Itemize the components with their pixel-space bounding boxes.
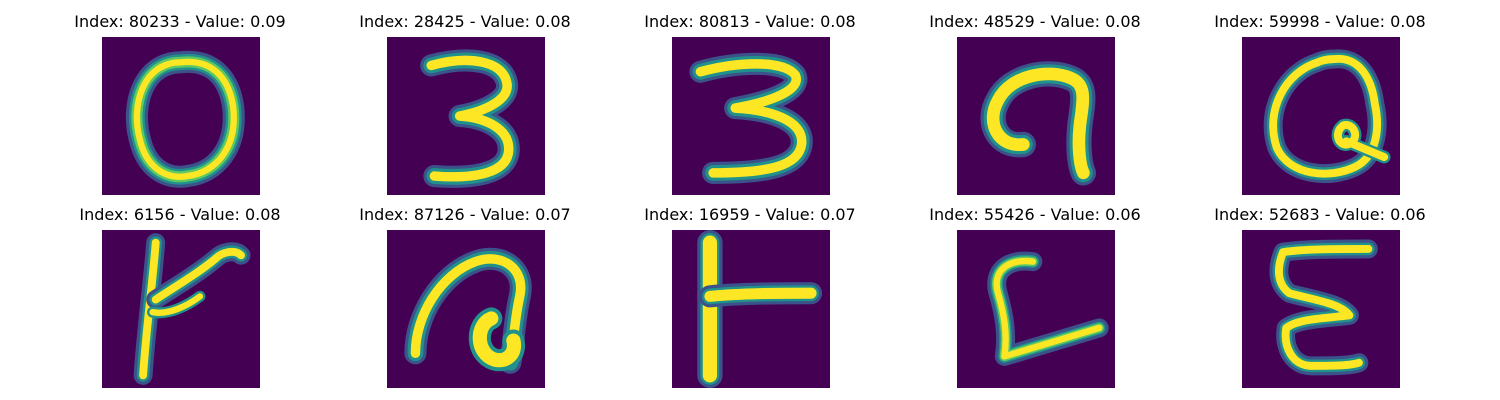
panel-10: Index: 52683 - Value: 0.06 [1210,205,1460,388]
panel-title: Index: 28425 - Value: 0.08 [359,12,571,31]
panel-7: Index: 87126 - Value: 0.07 [355,205,605,388]
digit-image-t [672,230,830,388]
panel-3: Index: 80813 - Value: 0.08 [640,12,890,195]
panel-title: Index: 55426 - Value: 0.06 [929,205,1141,224]
digit-image-q [1242,37,1400,195]
digit-image-hook [957,37,1115,195]
digit-image-l [957,230,1115,388]
digit-image-a [387,230,545,388]
panel-title: Index: 80813 - Value: 0.08 [644,12,856,31]
panel-2: Index: 28425 - Value: 0.08 [355,12,605,195]
panel-title: Index: 59998 - Value: 0.08 [1214,12,1426,31]
panel-5: Index: 59998 - Value: 0.08 [1210,12,1460,195]
digit-image-e [1242,230,1400,388]
panel-1: Index: 80233 - Value: 0.09 [70,12,320,195]
panel-title: Index: 52683 - Value: 0.06 [1214,205,1426,224]
panel-title: Index: 6156 - Value: 0.08 [79,205,281,224]
panel-title: Index: 16959 - Value: 0.07 [644,205,856,224]
panel-6: Index: 6156 - Value: 0.08 [70,205,320,388]
panel-9: Index: 55426 - Value: 0.06 [925,205,1175,388]
panel-title: Index: 48529 - Value: 0.08 [929,12,1141,31]
digit-image-three [672,37,830,195]
panel-title: Index: 80233 - Value: 0.09 [74,12,286,31]
panel-8: Index: 16959 - Value: 0.07 [640,205,890,388]
panel-4: Index: 48529 - Value: 0.08 [925,12,1175,195]
digit-image-k [102,230,260,388]
panel-title: Index: 87126 - Value: 0.07 [359,205,571,224]
digit-image-three [387,37,545,195]
digit-image-zero [102,37,260,195]
